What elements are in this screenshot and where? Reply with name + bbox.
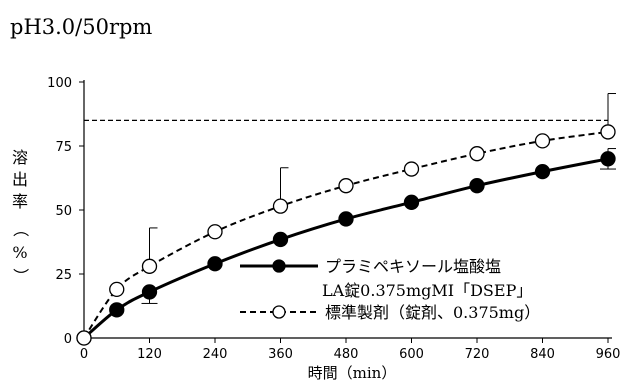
- data-point: [600, 124, 616, 140]
- data-point: [141, 284, 158, 300]
- legend-label: 標準製剤（錠剤、0.375mg）: [325, 303, 540, 322]
- y-label-char: 溶: [12, 148, 28, 167]
- data-point: [109, 302, 125, 318]
- y-tick-label: 50: [55, 204, 72, 219]
- legend-marker: [272, 305, 286, 319]
- series-lines: [83, 130, 609, 340]
- data-point: [534, 133, 551, 149]
- chart-title: pH3.0/50rpm: [10, 15, 152, 39]
- x-tick-label: 0: [80, 347, 88, 362]
- x-tick-label: 720: [465, 347, 490, 362]
- data-point: [338, 178, 354, 194]
- data-point: [534, 163, 551, 180]
- y-label-char: %: [12, 243, 27, 262]
- y-tick-label: 75: [55, 140, 72, 155]
- y-tick-label: 25: [55, 268, 72, 283]
- legend-marker: [272, 259, 286, 273]
- data-point: [338, 211, 354, 227]
- data-point: [469, 178, 485, 194]
- y-label-char: （: [11, 221, 30, 237]
- y-label-char: 率: [12, 192, 28, 211]
- x-tick-label: 480: [334, 347, 359, 362]
- data-point: [469, 146, 485, 162]
- data-point: [600, 151, 616, 167]
- axes: 0 25 50 75 100 0 120 240 360 480 600 720 840 960: [47, 76, 620, 362]
- x-tick-label: 960: [596, 347, 621, 362]
- data-point: [76, 330, 92, 346]
- data-point: [272, 231, 289, 248]
- x-tick-label: 840: [530, 347, 555, 362]
- y-label-char: ）: [11, 268, 30, 284]
- data-point: [207, 256, 223, 272]
- series-markers: [76, 124, 616, 346]
- data-point: [109, 281, 125, 298]
- legend-label: プラミペキソール塩酸塩: [325, 257, 501, 276]
- series-line-0: [83, 157, 609, 340]
- x-tick-label: 360: [268, 347, 293, 362]
- y-label-char: 出: [12, 170, 28, 189]
- y-tick-label: 0: [64, 332, 72, 347]
- data-point: [272, 198, 289, 214]
- legend-label: LA錠0.375mgMI「DSEP」: [322, 281, 532, 300]
- x-axis-label: 時間（min）: [308, 364, 397, 382]
- series-line-1: [83, 130, 609, 339]
- data-point: [141, 258, 158, 274]
- x-tick-label: 120: [137, 347, 162, 362]
- data-point: [207, 224, 223, 240]
- x-tick-label: 240: [203, 347, 228, 362]
- legend: プラミペキソール塩酸塩 LA錠0.375mgMI「DSEP」標準製剤（錠剤、0.3…: [240, 257, 540, 322]
- y-tick-label: 100: [47, 76, 72, 91]
- x-tick-label: 600: [399, 347, 424, 362]
- data-point: [403, 194, 420, 210]
- y-axis-label: 溶出率 （% ）: [11, 148, 30, 284]
- data-point: [403, 161, 420, 177]
